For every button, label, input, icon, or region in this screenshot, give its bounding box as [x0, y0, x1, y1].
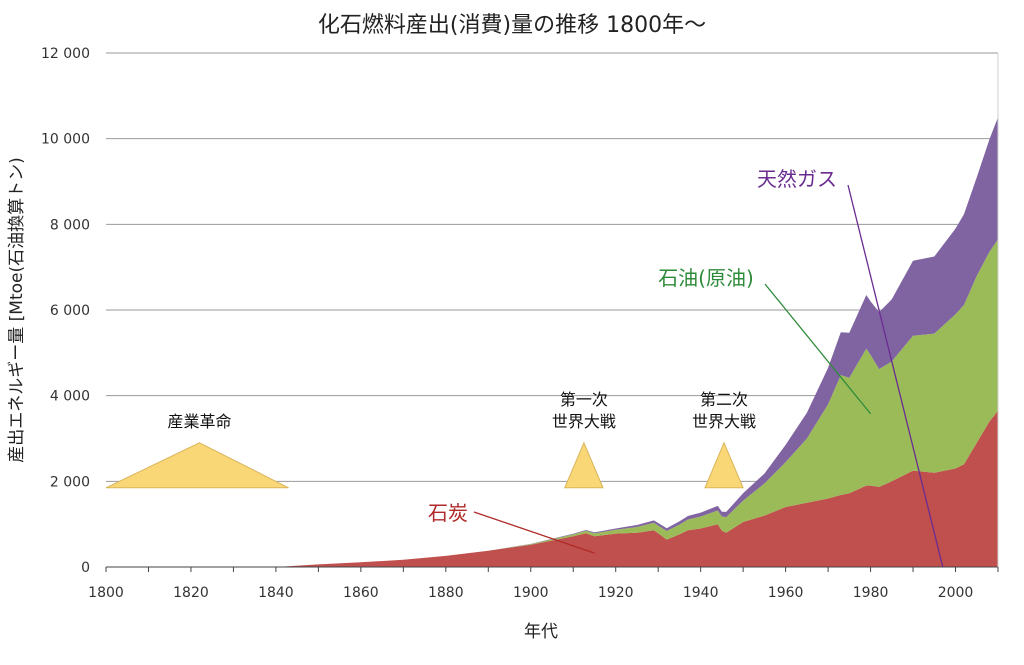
x-axis-label: 年代 [524, 622, 558, 642]
y-axis-label: 産出エネルギー量 [Mtoe(石油換算トン) [7, 157, 27, 463]
x-tick-1980: 1980 [853, 585, 889, 601]
area-series-0 [106, 410, 998, 567]
event-triangle-2 [704, 441, 744, 489]
x-tick-1960: 1960 [768, 585, 804, 601]
y-tick-12000: 12 000 [41, 46, 90, 62]
y-tick-6000: 6 000 [50, 303, 90, 319]
chart-title: 化石燃料産出(消費)量の推移 1800年〜 [318, 13, 706, 38]
leader-line-0 [473, 511, 595, 554]
event-label-1-0: 第一次 [560, 390, 608, 409]
y-tick-0: 0 [81, 560, 90, 576]
event-label-0-0: 産業革命 [167, 412, 231, 431]
x-tick-2000: 2000 [938, 585, 974, 601]
x-tick-1900: 1900 [513, 585, 549, 601]
y-tick-8000: 8 000 [50, 217, 90, 233]
y-tick-2000: 2 000 [50, 474, 90, 490]
x-tick-1820: 1820 [173, 585, 209, 601]
y-tick-4000: 4 000 [50, 389, 90, 405]
leader-line-2 [847, 184, 944, 568]
y-tick-10000: 10 000 [41, 132, 90, 148]
axes: 1800 1820 1840 1860 1880 1900 1920 1940 1960 1980… [41, 46, 999, 601]
x-tick-1940: 1940 [683, 585, 719, 601]
series-labels: 石炭 石油(原油) 天然ガス [428, 167, 944, 568]
x-tick-1840: 1840 [258, 585, 294, 601]
x-tick-1920: 1920 [598, 585, 634, 601]
x-tick-1860: 1860 [343, 585, 379, 601]
series-label-1: 石油(原油) [658, 266, 754, 290]
event-label-2-1: 世界大戦 [692, 412, 756, 431]
event-triangle-0 [105, 442, 289, 489]
series-label-0: 石炭 [428, 501, 468, 525]
stacked-areas [106, 117, 998, 568]
x-tick-1880: 1880 [428, 585, 464, 601]
event-label-1-1: 世界大戦 [552, 412, 616, 431]
event-label-2-0: 第二次 [700, 390, 748, 409]
x-tick-1800: 1800 [88, 585, 124, 601]
series-label-2: 天然ガス [757, 167, 837, 191]
area-series-1 [106, 239, 998, 568]
leader-line-1 [764, 283, 872, 415]
event-triangle-1 [563, 441, 604, 489]
